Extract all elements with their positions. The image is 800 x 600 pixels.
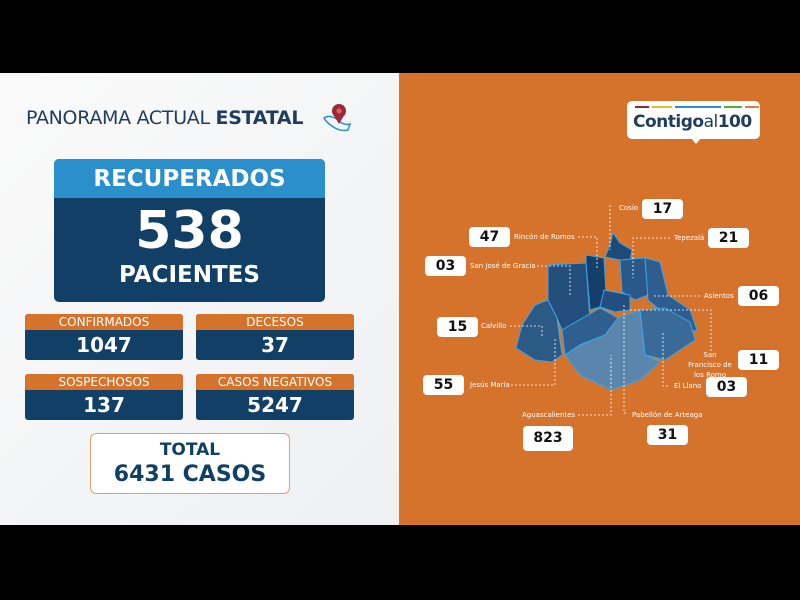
label-calvillo: Calvillo (481, 322, 507, 330)
value-asientos: 06 (738, 286, 779, 306)
value-jesus-maria: 55 (423, 375, 464, 395)
region-aguascalientes (564, 309, 661, 391)
label-aguascalientes: Aguascalientes (522, 411, 576, 419)
stat-label: CONFIRMADOS (25, 314, 183, 330)
value-tepezala: 21 (708, 228, 749, 248)
contigo-al-100-logo: Contigoal100 (627, 101, 760, 144)
value-aguascalientes: 823 (523, 426, 573, 451)
region-pabellon (599, 289, 631, 313)
value-calvillo: 15 (437, 317, 478, 337)
value-san-francisco-de-los-romo: 11 (738, 350, 779, 370)
stat-confirmados: CONFIRMADOS 1047 (25, 314, 183, 360)
total-card: TOTAL 6431 CASOS (90, 433, 290, 494)
recuperados-card: RECUPERADOS 538 PACIENTES (54, 159, 325, 302)
recuperados-unit: PACIENTES (119, 262, 260, 288)
label-pabellon-de-arteaga: Pabellón de Arteaga (632, 411, 703, 419)
mexico-map-pin-icon (323, 104, 352, 132)
label-san-francisco-de-los-romo: San Francisco de los Romo (688, 351, 732, 379)
value-el-llano: 03 (706, 377, 747, 397)
region-asientos (644, 257, 698, 336)
recuperados-value: 538 (135, 201, 244, 261)
value-pabellon-de-arteaga: 31 (647, 425, 688, 445)
stat-value: 37 (261, 333, 289, 357)
region-cosio (604, 232, 633, 263)
stat-decesos: DECESOS 37 (196, 314, 354, 360)
value-cosio: 17 (642, 199, 683, 219)
value-rincon-de-romos: 47 (469, 227, 510, 247)
stat-label: SOSPECHOSOS (25, 374, 183, 390)
label-asientos: Asientos (704, 292, 734, 300)
region-tepezala (619, 257, 649, 301)
stat-value: 1047 (76, 333, 132, 357)
value-san-jose-de-gracia: 03 (425, 256, 466, 276)
label-rincon-de-romos: Rincón de Romos (514, 233, 575, 241)
stat-label: CASOS NEGATIVOS (196, 374, 354, 390)
label-san-jose-de-gracia: San José de Gracia (470, 262, 536, 270)
label-tepezala: Tepezalá (674, 234, 705, 242)
leader-lines (510, 205, 712, 416)
stat-label: DECESOS (196, 314, 354, 330)
label-cosio: Cosío (619, 204, 639, 212)
page-title: PANORAMA ACTUAL ESTATAL (26, 107, 304, 129)
stat-casos-negativos: CASOS NEGATIVOS 5247 (196, 374, 354, 420)
stat-value: 5247 (247, 393, 303, 417)
stat-sospechosos: SOSPECHOSOS 137 (25, 374, 183, 420)
label-el-llano: El Llano (674, 382, 702, 390)
recuperados-label: RECUPERADOS (54, 159, 325, 198)
label-jesus-maria: Jesús María (470, 381, 510, 389)
total-value: 6431 CASOS (113, 462, 267, 487)
total-label: TOTAL (159, 440, 221, 460)
stat-value: 137 (83, 393, 125, 417)
